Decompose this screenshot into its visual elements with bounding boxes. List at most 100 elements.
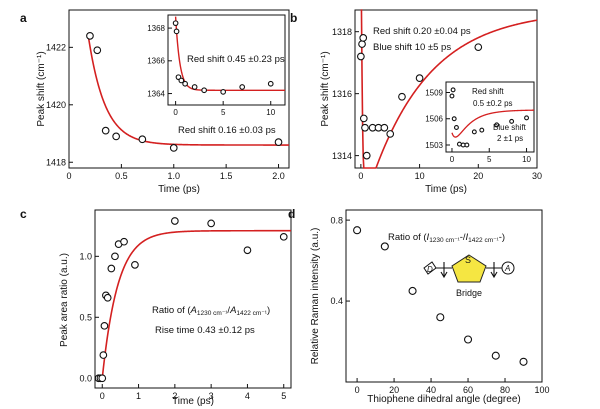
panel-a-data-point <box>169 144 178 152</box>
panel-d: d 0 20 40 60 80 100 0.4 0.8 Thiophene dihedral… <box>288 207 550 405</box>
panel-a-data-point <box>86 32 94 40</box>
panel-a-inset-y-tick-label: 1368 <box>147 24 165 33</box>
panel-a-inset-y-ticks: 1364 1366 1368 <box>147 24 172 98</box>
panel-d-x-tick-label: 100 <box>534 385 549 395</box>
panel-c-fit-curve <box>95 229 291 380</box>
panel-a-inset-data-point <box>173 28 180 35</box>
panel-b-inset-data-point <box>450 87 456 93</box>
panel-a-points <box>86 32 283 152</box>
panel-c-x-tick-label: 1 <box>136 391 141 401</box>
rotation-arrow-left-icon <box>440 262 448 279</box>
panel-d-data-point <box>353 226 362 235</box>
panel-b-data-point <box>362 151 371 160</box>
panel-d-data-point <box>380 242 389 251</box>
panel-b-x-ticks: 0 10 20 30 <box>358 164 542 181</box>
panel-d-frame <box>345 209 543 383</box>
panel-d-x-ticks: 0 20 40 60 80 100 <box>355 378 550 395</box>
panel-c-x-tick-label: 3 <box>209 391 214 401</box>
panel-a-inset-data-point <box>201 87 207 94</box>
panel-c-y-tick-label: 1.0 <box>79 251 92 261</box>
panel-a-data-point <box>101 126 110 135</box>
panel-a-inset-data-point <box>267 80 274 87</box>
donor-label: D <box>427 265 433 274</box>
panel-d-ylabel: Relative Raman intensity (a.u.) <box>310 228 321 365</box>
panel-b-inset-data-point <box>479 127 485 133</box>
panel-b-y-ticks: 1314 1316 1318 <box>332 27 359 161</box>
panel-b-frame <box>354 9 538 169</box>
panel-b-data-point <box>474 43 483 52</box>
panel-b-annotation-red: Red shift 0.20 ±0.04 ps <box>373 26 471 37</box>
panel-c-data-point <box>131 261 139 269</box>
panel-b-inset-data-point <box>453 125 459 130</box>
panel-c-points <box>94 217 288 383</box>
panel-b-inset-y-ticks: 1503 1506 1509 <box>425 88 450 150</box>
panel-b: b 0 10 20 30 1314 1316 1318 Time (ps) Peak sh… <box>290 9 542 195</box>
panel-a-inset-x-ticks: 0 5 10 <box>173 101 276 117</box>
panel-a-y-tick-label: 1420 <box>46 100 66 110</box>
panel-b-annotation-blue: Blue shift 10 ±5 ps <box>373 42 451 53</box>
panel-d-data-point <box>491 351 500 360</box>
panel-b-inset-x-tick-label: 0 <box>450 155 455 164</box>
panel-a-annotation: Red shift 0.16 ±0.03 ps <box>178 125 276 136</box>
panel-b-inset-x-tick-label: 5 <box>487 155 492 164</box>
panel-a: a 0 0.5 1.0 1.5 2.0 1418 1420 1422 Time (ps) P… <box>20 9 290 195</box>
panel-b-data-point <box>361 123 369 132</box>
panel-b-data-point <box>398 92 406 101</box>
panel-a-inset-points <box>172 20 274 95</box>
panel-a-ylabel: Peak shift (cm⁻¹) <box>36 51 47 126</box>
panel-letter-c: c <box>20 207 27 221</box>
bridge-label: Bridge <box>456 288 482 298</box>
panel-b-x-tick-label: 30 <box>532 171 542 181</box>
panel-a-fit-curve <box>87 32 289 146</box>
panel-c-y-tick-label: 0.0 <box>79 373 92 383</box>
panel-a-x-tick-label: 2.0 <box>272 171 285 181</box>
panel-a-inset-data-point <box>191 84 198 90</box>
panel-a-inset-annotation: Red shift 0.45 ±0.23 ps <box>187 54 285 65</box>
panel-b-points <box>357 34 483 160</box>
panel-a-xlabel: Time (ps) <box>158 184 200 195</box>
panel-b-data-point <box>358 40 366 48</box>
panel-b-inset-fit-curve <box>451 109 534 138</box>
panel-c-xlabel: Time (ps) <box>172 396 214 407</box>
panel-a-data-point <box>112 132 120 141</box>
panel-c-data-point <box>98 374 107 383</box>
panel-letter-b: b <box>290 11 297 25</box>
panel-d-data-point <box>408 286 417 295</box>
panel-a-inset-data-point <box>172 20 179 27</box>
panel-b-inset-x-ticks: 0 5 10 <box>450 148 532 164</box>
panel-c-data-point <box>111 252 119 261</box>
panel-letter-d: d <box>288 207 295 221</box>
panel-a-inset-data-point <box>239 84 246 90</box>
panel-a-frame <box>68 9 290 169</box>
panel-b-inset-data-point <box>451 116 457 122</box>
panel-d-data-point <box>436 313 445 322</box>
panel-b-y-tick-label: 1318 <box>332 27 352 37</box>
panel-a-inset-data-point <box>182 80 188 87</box>
panel-d-points <box>353 226 528 366</box>
panel-b-data-point <box>415 74 424 83</box>
panel-c-x-tick-label: 4 <box>245 391 250 401</box>
panel-a-data-point <box>93 46 102 55</box>
panel-c-ylabel: Peak area ratio (a.u.) <box>59 253 70 347</box>
panel-d-y-tick-label: 0.4 <box>330 296 343 306</box>
panel-c-y-tick-label: 0.5 <box>79 312 92 322</box>
panel-c-x-ticks: 0 1 2 3 4 5 <box>100 384 286 401</box>
rotation-arrow-right-icon <box>490 262 498 279</box>
panel-d-x-tick-label: 40 <box>426 385 436 395</box>
panel-b-inset-red-value: 0.5 ±0.2 ps <box>473 99 513 108</box>
panel-c-data-point <box>99 351 108 359</box>
panel-b-inset-blue-value: 2 ±1 ps <box>497 134 523 143</box>
panel-c-x-tick-label: 5 <box>281 391 286 401</box>
acceptor-circle <box>501 261 515 275</box>
panel-d-ratio-annotation: Ratio of (I1230 cm⁻¹-/I1422 cm⁻¹-) <box>388 232 505 244</box>
panel-a-inset-y-tick-label: 1364 <box>147 89 165 98</box>
panel-a-y-ticks: 1418 1420 1422 <box>46 42 73 167</box>
panel-c-data-point <box>100 321 109 330</box>
sulfur-label: S <box>465 255 471 265</box>
panel-a-data-point <box>274 138 283 146</box>
panel-d-y-ticks: 0.4 0.8 <box>330 215 350 306</box>
panel-a-x-tick-label: 0.5 <box>115 171 128 181</box>
panel-b-inset-frame <box>445 81 535 153</box>
panel-c-ratio-annotation: Ratio of (A1230 cm⁻¹/A1422 cm⁻¹) <box>152 305 270 317</box>
panel-b-ylabel: Peak shift (cm⁻¹) <box>320 51 331 126</box>
